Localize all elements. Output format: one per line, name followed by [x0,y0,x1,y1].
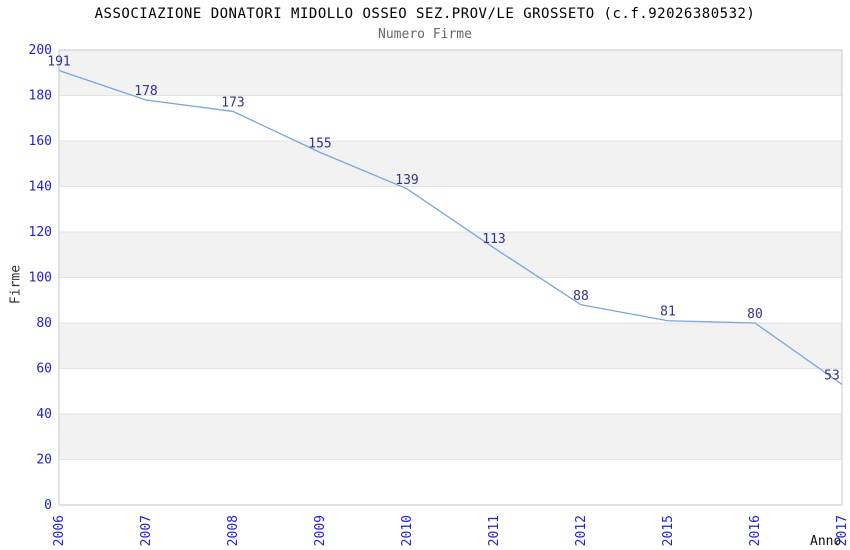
x-tick-label: 2012 [574,515,589,546]
y-tick-label: 100 [29,271,52,286]
y-tick-label: 200 [29,43,52,58]
data-line [58,69,843,385]
data-point-label: 80 [747,307,763,322]
data-point-label: 53 [824,368,840,383]
data-point-label: 113 [482,232,505,247]
y-tick-label: 120 [29,225,52,240]
x-tick-label: 2009 [313,515,328,546]
data-point-label: 155 [308,136,331,151]
grid-band [59,232,842,278]
x-tick-label: 2007 [139,515,154,546]
grid-band [59,50,842,96]
x-axis-title: Anno [810,534,842,549]
x-tick-label: 2006 [52,515,67,546]
y-tick-label: 0 [44,498,52,513]
chart-title: ASSOCIAZIONE DONATORI MIDOLLO OSSEO SEZ.… [94,6,756,22]
x-tick-label: 2015 [661,515,676,546]
plot-border [58,49,843,506]
grid-band [59,414,842,460]
y-tick-label: 60 [36,362,52,377]
y-tick-label: 180 [29,89,52,104]
data-point-label: 88 [573,289,589,304]
y-tick-label: 80 [36,316,52,331]
x-tick-label: 2017 [835,515,850,546]
x-tick-label: 2011 [487,515,502,546]
chart-subtitle: Numero Firme [378,27,472,42]
data-point-label: 81 [660,305,676,320]
data-point-label: 178 [134,84,157,99]
x-tick-label: 2016 [748,515,763,546]
data-point-label: 191 [47,54,70,69]
x-tick-label: 2010 [400,515,415,546]
y-tick-label: 40 [36,407,52,422]
y-tick-label: 20 [36,453,52,468]
y-tick-label: 140 [29,180,52,195]
y-axis-title: Firme [8,264,24,305]
grid-band [59,141,842,187]
grid-band [59,323,842,369]
x-tick-label: 2008 [226,515,241,546]
y-tick-label: 160 [29,134,52,149]
data-point-label: 139 [395,173,418,188]
data-point-label: 173 [221,95,244,110]
